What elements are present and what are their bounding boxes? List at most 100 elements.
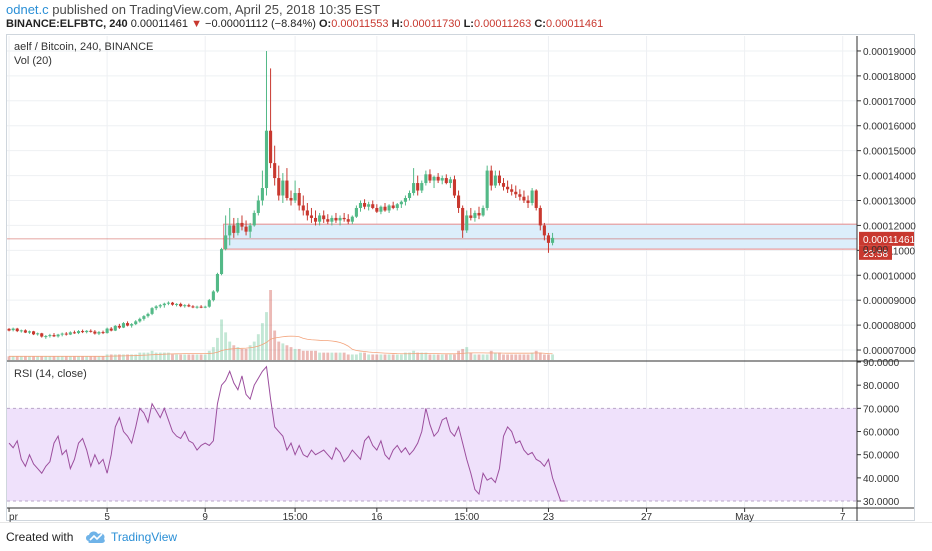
volume-bar — [432, 354, 436, 360]
volume-bar — [97, 356, 101, 360]
candle-body — [166, 302, 170, 304]
volume-bar — [256, 334, 260, 360]
candle-body — [48, 335, 52, 337]
candle-body — [285, 180, 289, 198]
author-link[interactable]: odnet.c — [6, 2, 49, 17]
candle-body — [187, 305, 191, 307]
tradingview-cloud-icon[interactable] — [84, 528, 108, 544]
volume-bar — [506, 354, 510, 360]
volume-bar — [526, 354, 530, 360]
candle-body — [383, 206, 387, 211]
volume-bar — [228, 341, 232, 360]
price-axis-label: 0.00017000 — [863, 97, 916, 108]
volume-bar — [32, 356, 35, 360]
candle-body — [27, 331, 32, 333]
candle-body — [146, 313, 150, 317]
open-value: 0.00011553 — [331, 18, 389, 30]
volume-bar — [109, 354, 113, 360]
volume-bar — [248, 345, 252, 360]
tradingview-brand-link[interactable]: TradingView — [111, 530, 178, 544]
volume-bar — [260, 323, 264, 360]
candle-body — [493, 175, 497, 186]
volume-bar — [23, 356, 27, 360]
volume-bar — [510, 354, 514, 360]
candle-body — [81, 331, 85, 333]
volume-bar — [453, 354, 456, 360]
candle-body — [240, 222, 244, 227]
candle-body — [76, 331, 81, 334]
volume-bar — [424, 352, 428, 360]
volume-bar — [28, 356, 31, 360]
last-price: 0.00011461 — [130, 18, 188, 30]
volume-bar — [85, 356, 89, 360]
volume-bar — [211, 347, 215, 360]
candle-body — [252, 212, 256, 226]
volume-bar — [224, 332, 228, 360]
volume-bar — [412, 350, 416, 360]
candle-body — [526, 200, 530, 203]
volume-bar — [342, 352, 346, 360]
volume-bar — [551, 354, 554, 360]
candle-body — [363, 202, 367, 207]
volume-bar — [191, 354, 195, 360]
volume-bar — [444, 354, 448, 360]
volume-bar — [363, 352, 367, 360]
candle-body — [395, 204, 399, 208]
volume-bar — [367, 354, 371, 360]
volume-bar — [240, 348, 244, 360]
candle-body — [305, 210, 309, 216]
volume-bar — [179, 354, 183, 360]
candle-body — [126, 323, 130, 326]
candle-body — [23, 330, 27, 333]
volume-bar — [473, 354, 477, 360]
volume-bar — [64, 356, 68, 360]
close-value: 0.00011461 — [545, 18, 604, 30]
candle-body — [489, 170, 493, 186]
footer: Created with TradingView — [0, 522, 932, 551]
candle-body — [534, 190, 538, 208]
volume-bar — [89, 356, 93, 360]
volume-bar — [56, 356, 60, 360]
volume-bar — [448, 354, 452, 360]
rsi-line — [8, 365, 565, 502]
volume-bar — [318, 352, 322, 360]
candle-body — [134, 321, 138, 325]
candle-body — [469, 215, 473, 218]
volume-bar — [105, 354, 109, 360]
volume-bar — [122, 354, 125, 360]
candle-body — [501, 183, 506, 187]
ohlc-header: BINANCE:ELFBTC, 240 0.00011461 ▼ −0.0000… — [6, 18, 603, 30]
volume-bar — [485, 354, 489, 360]
candle-body — [334, 217, 338, 221]
candle-body — [510, 189, 514, 192]
candle-body — [11, 328, 15, 331]
volume-bar — [371, 354, 375, 360]
volume-bar — [518, 354, 522, 360]
volume-bar — [171, 354, 174, 360]
volume-bar — [542, 354, 546, 360]
candle-body — [514, 191, 518, 195]
volume-bar — [497, 352, 501, 360]
candle-body — [432, 176, 436, 181]
time-axis-label: pr — [9, 512, 19, 522]
time-axis-label: 23 — [543, 512, 555, 522]
price-axis-label: 0.00018000 — [863, 72, 916, 83]
volume-bar — [60, 356, 64, 360]
candle-body — [175, 303, 179, 305]
high-value: 0.00011730 — [403, 18, 461, 30]
volume-bar — [481, 354, 485, 360]
rsi-band — [7, 408, 857, 502]
candle-body — [358, 202, 363, 208]
candle-body — [68, 332, 72, 335]
close-label: C: — [534, 18, 546, 30]
candle-body — [551, 237, 555, 243]
chart-frame[interactable] — [6, 34, 915, 521]
candle-body — [297, 193, 301, 206]
volume-bar — [281, 343, 285, 360]
volume-bar — [457, 350, 460, 360]
price-change: −0.00001112 (−8.84%) — [205, 18, 316, 30]
price-chart[interactable]: 0.00019000 0.00018000 0.00017000 0.00016000… — [0, 0, 932, 522]
candle-body — [109, 328, 113, 331]
volume-bar — [203, 354, 207, 360]
rsi-axis-label: 30.0000 — [863, 497, 900, 508]
